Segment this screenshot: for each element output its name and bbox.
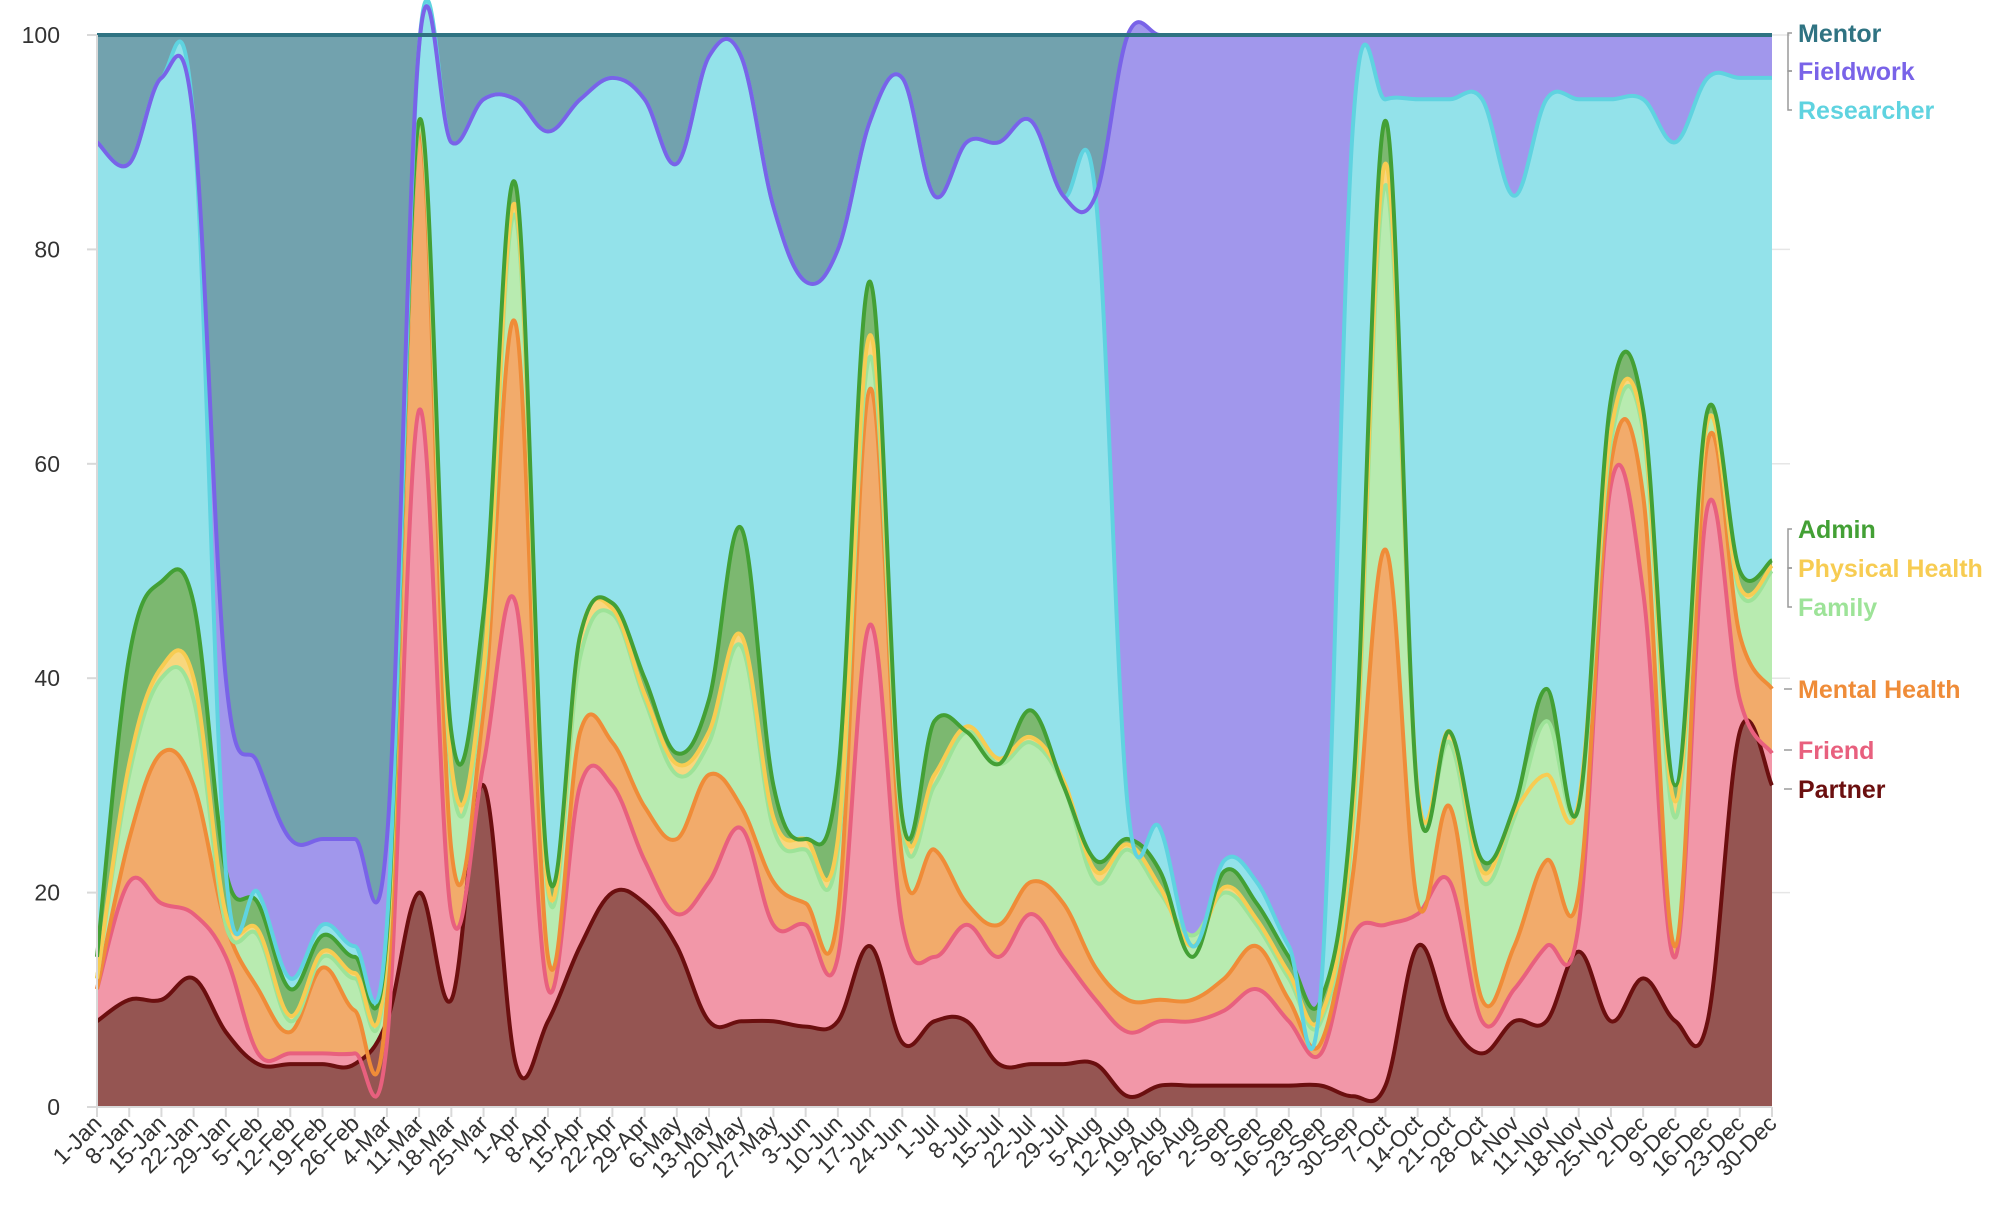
y-tick-label-100: 100 bbox=[22, 22, 60, 48]
y-tick-label-60: 60 bbox=[34, 451, 60, 477]
legend-admin: Admin bbox=[1798, 516, 1876, 544]
y-tick-label-80: 80 bbox=[34, 236, 60, 262]
y-tick-label-40: 40 bbox=[34, 665, 60, 691]
series-lines bbox=[95, 0, 1774, 1104]
line-partner bbox=[95, 718, 1774, 1104]
y-tick-label-20: 20 bbox=[34, 880, 60, 906]
legend-partner: Partner bbox=[1798, 776, 1886, 804]
legend-fieldwork: Fieldwork bbox=[1798, 58, 1915, 86]
legend-connector-3 bbox=[1787, 567, 1792, 608]
area-partner bbox=[97, 720, 1772, 1107]
line-friend bbox=[95, 407, 1774, 1099]
legend-family: Family bbox=[1798, 594, 1877, 622]
legend-mentor: Mentor bbox=[1798, 20, 1882, 48]
legend-friend: Friend bbox=[1798, 737, 1874, 765]
legend-researcher: Researcher bbox=[1798, 97, 1934, 125]
legend: Mentor Fieldwork Researcher Admin Physical H… bbox=[1784, 20, 1983, 804]
area-friend bbox=[97, 409, 1772, 1107]
legend-connector-1 bbox=[1787, 70, 1792, 111]
legend-physical-health: Physical Health bbox=[1798, 555, 1983, 583]
legend-mental-health: Mental Health bbox=[1798, 676, 1961, 704]
y-tick-label-0: 0 bbox=[47, 1094, 60, 1120]
